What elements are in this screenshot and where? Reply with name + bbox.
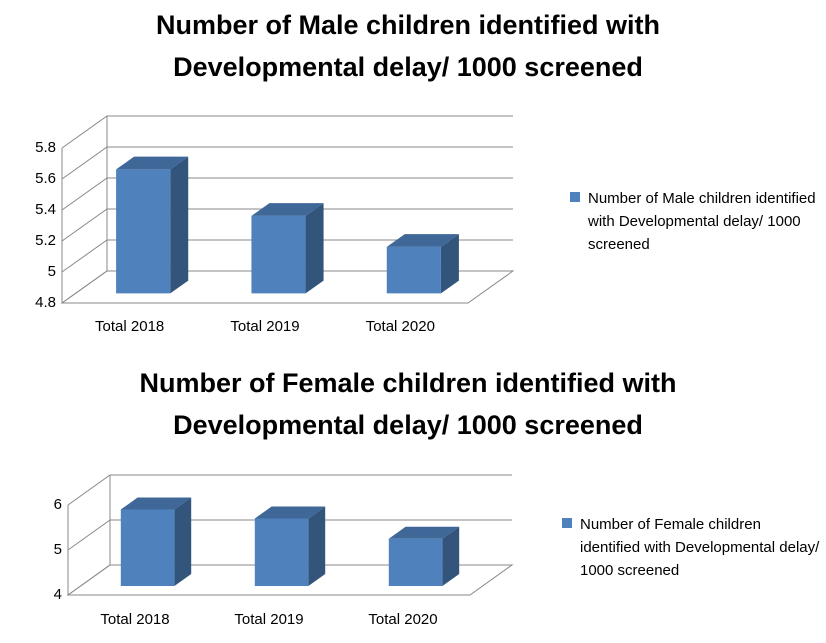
grid-line [67, 564, 512, 596]
grid-line [67, 474, 512, 506]
bar [254, 506, 326, 586]
x-tick-label: Total 2018 [95, 318, 164, 335]
x-tick-label: Total 2020 [366, 318, 435, 335]
grid-line [61, 208, 513, 242]
bar-front [251, 215, 306, 294]
y-tick-label: 5.2 [35, 232, 56, 249]
grid-line [61, 270, 513, 304]
legend-label: Number of Female children identified wit… [580, 516, 820, 579]
bar-top [388, 526, 460, 539]
grid-line [61, 239, 513, 273]
bar-front [386, 246, 441, 294]
y-tick-label: 5.6 [35, 170, 56, 187]
legend-entry: Number of Male children identified with … [570, 187, 826, 256]
bar-front [254, 518, 309, 586]
bar [251, 203, 324, 294]
grid-line [61, 177, 513, 211]
y-tick-label: 4.8 [35, 294, 56, 311]
chart-title: Number of Female children identified wit… [139, 368, 677, 440]
y-tick-label: 5 [54, 541, 62, 558]
bar-side [442, 526, 460, 586]
legend-entry: Number of Female children identified wit… [562, 513, 820, 582]
bar-front [116, 169, 171, 294]
bar-top [254, 506, 326, 519]
grid-line [67, 519, 512, 551]
y-tick-label: 5.8 [35, 139, 56, 156]
bar-top [251, 203, 324, 216]
bar-front [388, 538, 443, 586]
bar-top [120, 497, 192, 510]
legend-key [570, 192, 580, 202]
y-tick-label: 5 [48, 263, 56, 280]
bar-front [120, 509, 175, 586]
x-tick-label: Total 2019 [234, 611, 303, 628]
y-tick-label: 4 [54, 586, 62, 603]
bar-side [308, 506, 326, 586]
bar-side [174, 497, 192, 586]
x-tick-label: Total 2020 [368, 611, 437, 628]
bar [120, 497, 192, 586]
x-tick-label: Total 2019 [230, 318, 299, 335]
grid-line [61, 115, 513, 149]
bar [386, 234, 459, 294]
legend-label: Number of Male children identified with … [588, 190, 816, 253]
grid-line [61, 146, 513, 180]
bar-top [386, 234, 459, 247]
bar-side [170, 156, 189, 294]
legend-key [562, 518, 572, 528]
bar-top [116, 156, 189, 170]
bar [388, 526, 460, 586]
bar-side [440, 234, 459, 294]
y-tick-label: 5.4 [35, 201, 56, 218]
x-tick-label: Total 2018 [100, 611, 169, 628]
y-tick-label: 6 [54, 496, 62, 513]
chart-title: Number of Male children identified with … [155, 10, 661, 82]
bar-side [305, 203, 324, 294]
bar [116, 156, 189, 294]
